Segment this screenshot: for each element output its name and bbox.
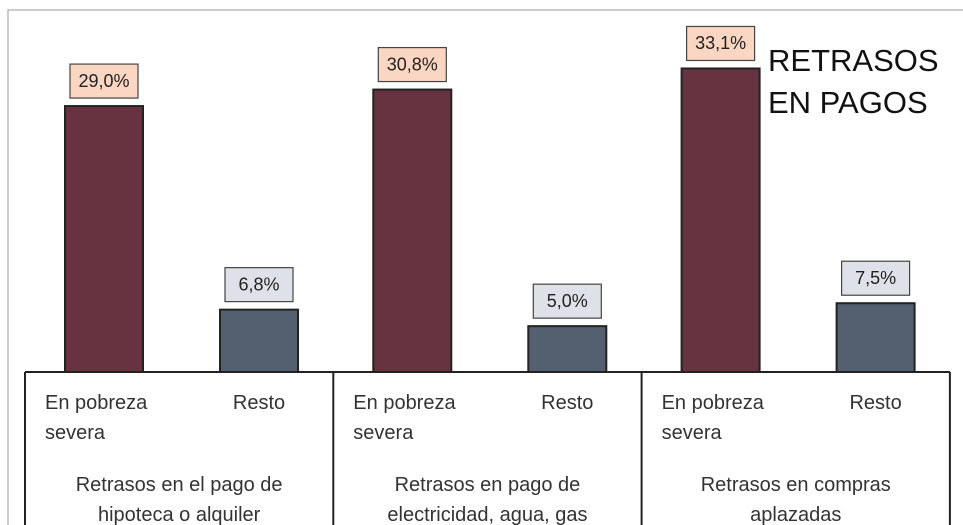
value-label-box [532,283,602,319]
bar [835,302,916,374]
value-label: 33,1% [695,33,746,53]
value-label: 5,0% [547,291,588,311]
value-label-box [685,25,756,62]
group-label: Retrasos en pago de electricidad, agua, … [387,474,588,525]
value-label-box [224,267,294,303]
value-label: 7,5% [855,268,896,288]
bar [64,105,144,373]
chart-title: RETRASOS EN PAGOS [768,43,939,120]
sub-label: Resto [232,392,286,414]
value-label-box [377,46,447,83]
bar [219,308,299,374]
value-label: 30,8% [387,54,438,74]
value-label: 6,8% [238,274,279,294]
sub-label: Resto [849,392,902,414]
sub-label: En pobreza severa [45,392,148,444]
group-label: Retrasos en compras aplazadas [700,474,891,525]
value-label-box [840,260,911,296]
bar [680,67,761,374]
sub-label: En pobreza severa [353,392,456,444]
value-label: 29,0% [78,71,129,91]
value-label-box [69,63,139,99]
bar [372,88,453,374]
frame [7,9,963,525]
group-label: Retrasos en el pago de hipoteca o alquil… [75,474,283,525]
sub-label: En pobreza severa [661,392,764,444]
bar [527,325,608,373]
sub-label: Resto [541,392,594,414]
